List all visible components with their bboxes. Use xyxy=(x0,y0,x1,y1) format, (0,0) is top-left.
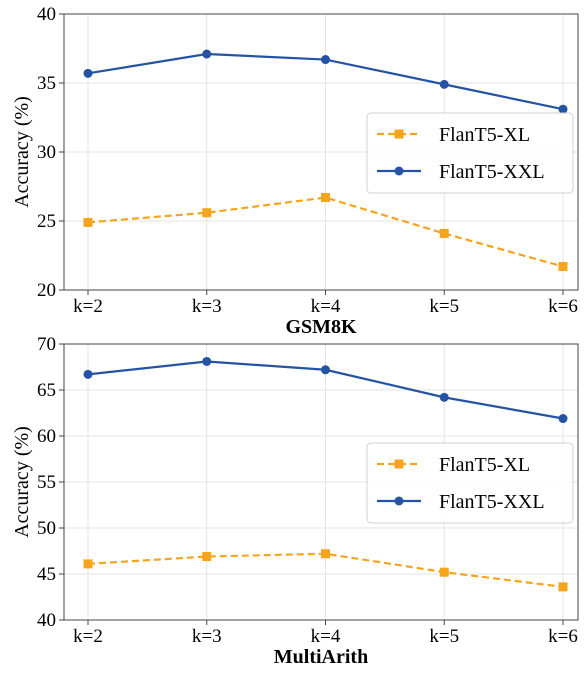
y-tick-label: 40 xyxy=(37,4,56,25)
x-tick-label: k=3 xyxy=(192,626,222,647)
y-tick-label: 25 xyxy=(37,211,56,232)
y-tick-label: 55 xyxy=(37,472,56,493)
data-point-flant5-xl xyxy=(83,559,93,569)
data-point-flant5-xl xyxy=(202,208,212,218)
data-point-flant5-xl xyxy=(83,217,93,227)
y-tick-label: 50 xyxy=(37,518,56,539)
data-point-flant5-xxl xyxy=(558,414,568,424)
legend-marker-flant5-xl xyxy=(394,459,404,469)
data-point-flant5-xxl xyxy=(439,392,449,402)
legend-marker-flant5-xxl xyxy=(394,166,404,176)
y-tick-label: 35 xyxy=(37,73,56,94)
data-point-flant5-xl xyxy=(439,567,449,577)
x-tick-label: k=4 xyxy=(311,626,341,647)
x-tick-label: k=3 xyxy=(192,296,222,317)
gsm8k-x-axis-label: GSM8K xyxy=(285,316,357,338)
x-tick-label: k=2 xyxy=(73,296,103,317)
legend-label-flant5-xxl: FlanT5-XXL xyxy=(439,161,545,183)
data-point-flant5-xl xyxy=(321,549,330,559)
legend-label-flant5-xl: FlanT5-XL xyxy=(439,124,530,146)
x-tick-label: k=4 xyxy=(311,296,341,317)
x-tick-label: k=5 xyxy=(429,296,459,317)
data-point-flant5-xxl xyxy=(321,365,330,375)
x-tick-label: k=5 xyxy=(429,626,459,647)
legend-marker-flant5-xxl xyxy=(394,496,404,506)
data-point-flant5-xxl xyxy=(439,79,449,89)
data-point-flant5-xxl xyxy=(83,68,93,78)
multiarith-x-axis-label: MultiArith xyxy=(274,646,368,668)
data-point-flant5-xxl xyxy=(321,55,330,65)
data-point-flant5-xxl xyxy=(83,369,93,379)
gsm8k-legend-box xyxy=(366,112,574,194)
data-point-flant5-xl xyxy=(558,262,568,272)
multiarith-y-axis-label: Accuracy (%) xyxy=(11,426,33,538)
data-point-flant5-xl xyxy=(439,228,449,238)
y-tick-label: 30 xyxy=(37,142,56,163)
legend-label-flant5-xl: FlanT5-XL xyxy=(439,454,530,476)
data-point-flant5-xl xyxy=(558,582,568,592)
gsm8k-y-axis-label: Accuracy (%) xyxy=(11,96,33,208)
multiarith-legend-box xyxy=(366,442,574,524)
y-tick-label: 60 xyxy=(37,426,56,447)
legend-marker-flant5-xl xyxy=(394,129,404,139)
x-tick-label: k=6 xyxy=(548,296,578,317)
y-tick-label: 20 xyxy=(37,280,56,301)
y-tick-label: 45 xyxy=(37,564,56,585)
y-tick-label: 40 xyxy=(37,610,56,631)
data-point-flant5-xxl xyxy=(558,104,568,114)
y-tick-label: 70 xyxy=(37,334,56,355)
legend-label-flant5-xxl: FlanT5-XXL xyxy=(439,491,545,513)
data-point-flant5-xl xyxy=(321,193,330,203)
data-point-flant5-xxl xyxy=(202,49,212,59)
gsm8k-series-line-flant5-xl xyxy=(87,196,564,268)
data-point-flant5-xxl xyxy=(202,356,212,366)
x-tick-label: k=6 xyxy=(548,626,578,647)
x-tick-label: k=2 xyxy=(73,626,103,647)
y-tick-label: 65 xyxy=(37,380,56,401)
data-point-flant5-xl xyxy=(202,552,212,562)
